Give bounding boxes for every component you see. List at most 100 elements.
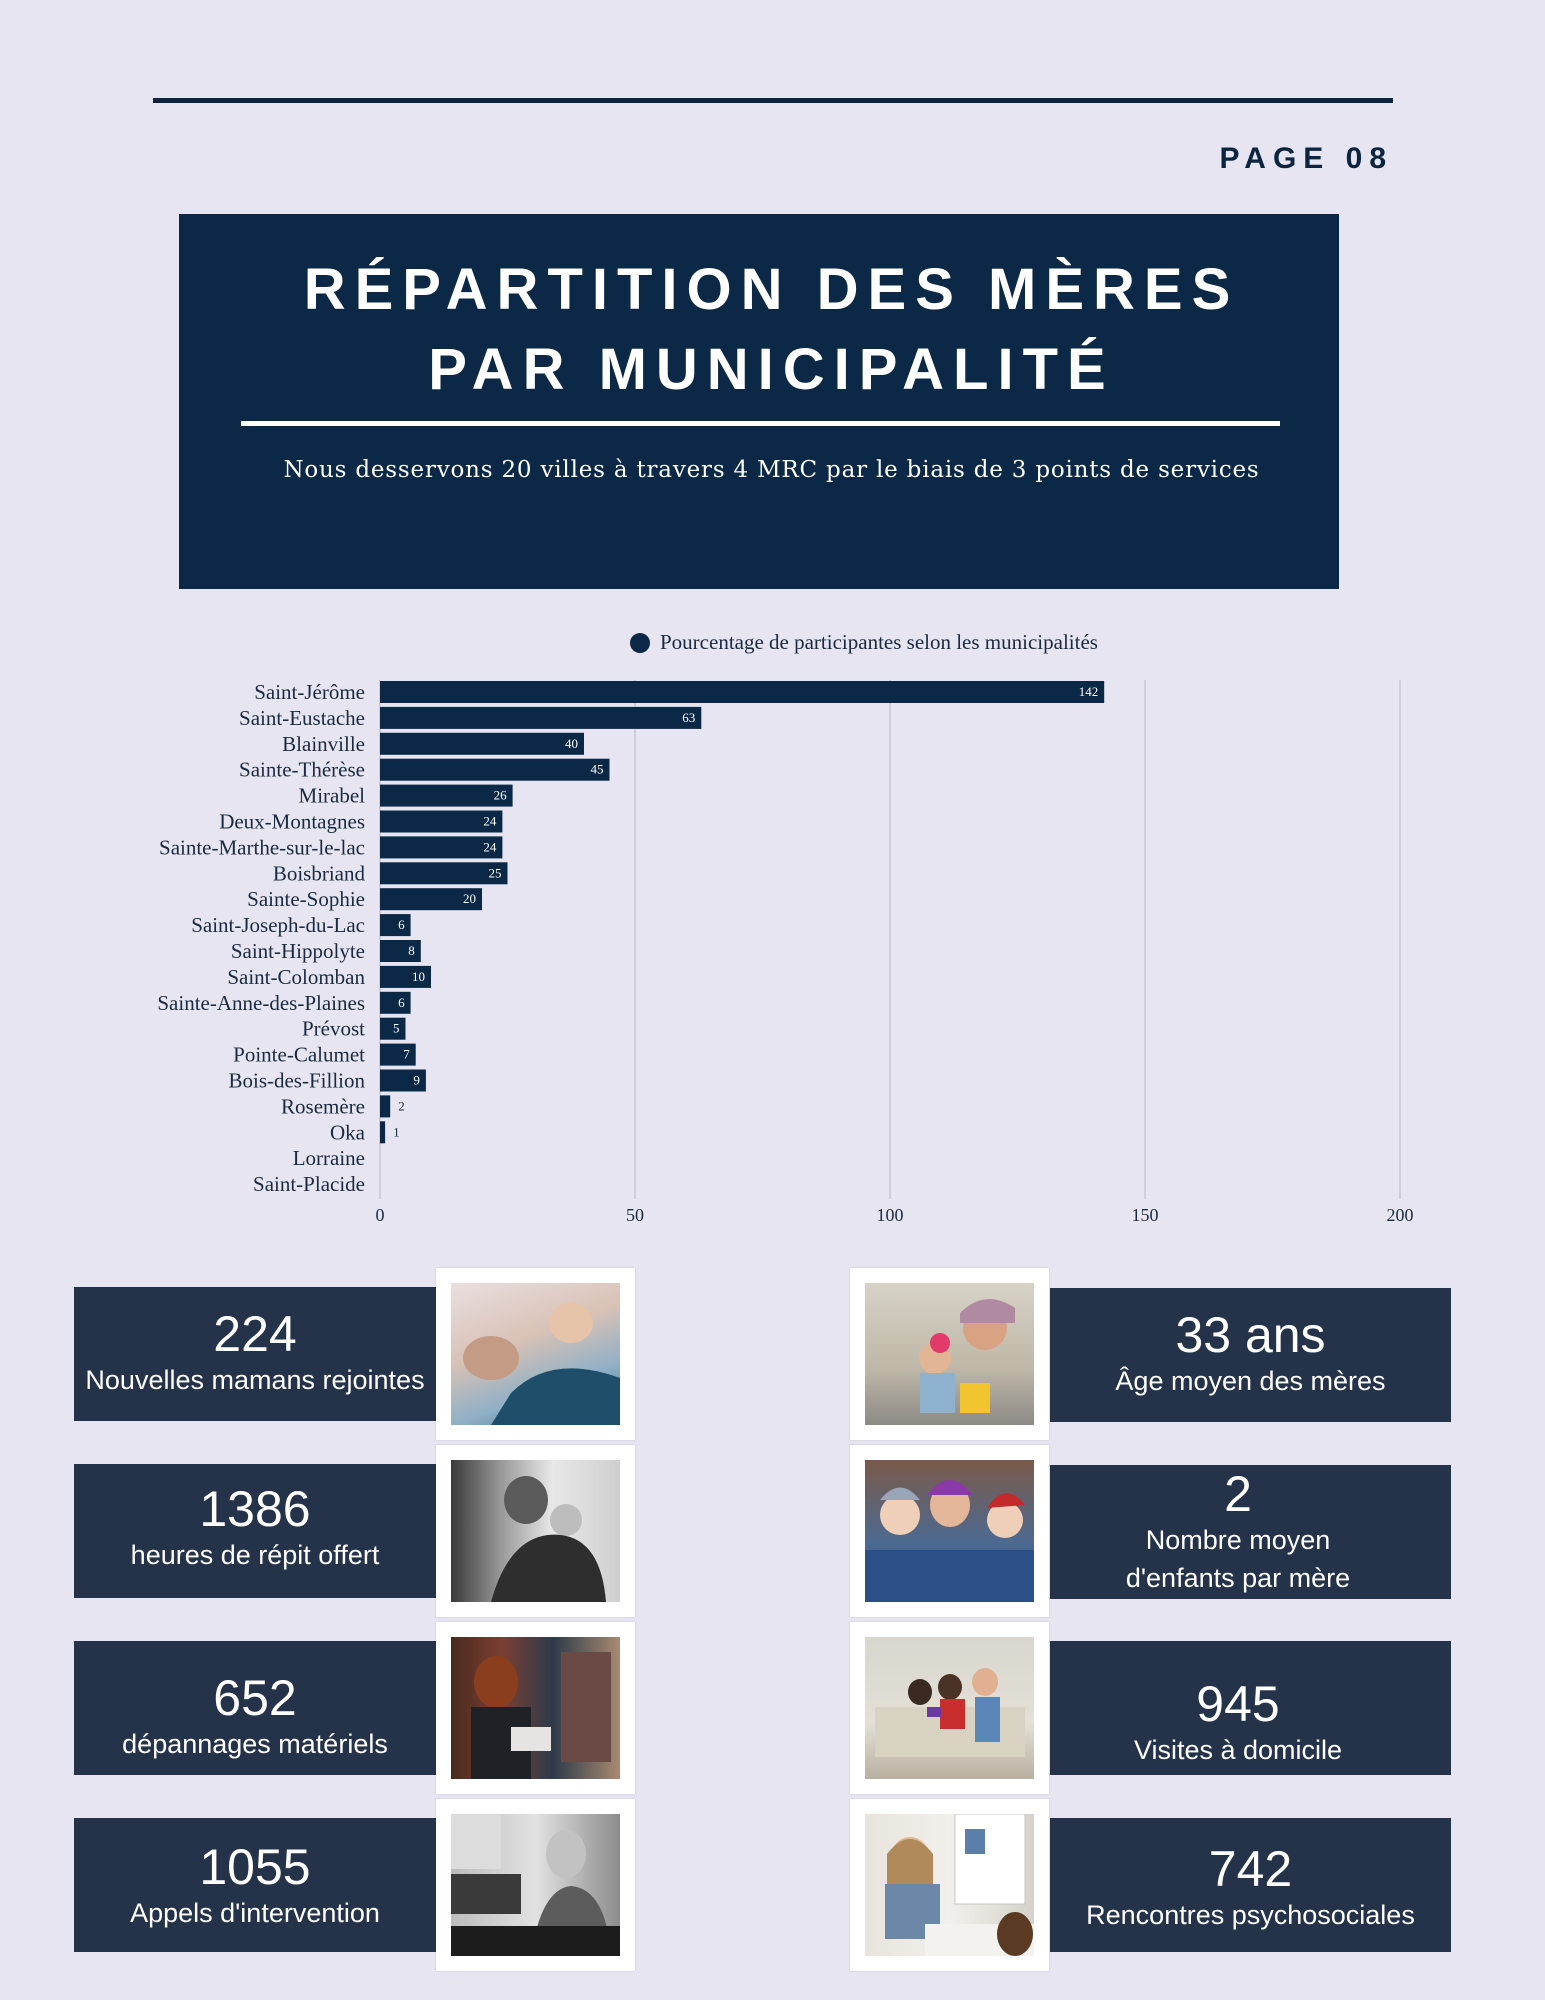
category-label: Saint-Hippolyte [231, 939, 365, 963]
stat-card-psychosocial-meetings: 742 Rencontres psychosociales [1050, 1818, 1451, 1952]
bar [380, 965, 431, 988]
bar [380, 836, 503, 859]
data-label: 7 [403, 1047, 410, 1062]
banner-subtitle: Nous desservons 20 villes à travers 4 MR… [283, 457, 1260, 483]
chart-legend: Pourcentage de participantes selon les m… [630, 630, 1098, 655]
photo-illustration [865, 1480, 1034, 1602]
bar [380, 1017, 406, 1040]
photo-mother-baby [436, 1268, 635, 1440]
stat-value: 945 [1196, 1676, 1280, 1732]
stat-label: Âge moyen des mères [1115, 1366, 1386, 1396]
category-label: Saint-Colomban [227, 965, 365, 989]
data-label: 20 [463, 891, 476, 906]
stat-value: 742 [1208, 1841, 1293, 1897]
category-label: Sainte-Marthe-sur-le-lac [159, 835, 365, 859]
photo-illustration [885, 1814, 1034, 1956]
page-title-line-1: RÉPARTITION DES MÈRES [303, 257, 1240, 322]
bar [380, 758, 610, 781]
stat-label: heures de répit offert [130, 1540, 380, 1570]
category-label: Pointe-Calumet [233, 1043, 365, 1067]
page-title-line-2: PAR MUNICIPALITÉ [428, 337, 1115, 402]
category-label: Deux-Montagnes [219, 810, 365, 834]
stat-value: 33 ans [1175, 1307, 1326, 1363]
page-title: RÉPARTITION DES MÈRES PAR MUNICIPALITÉ [179, 250, 1339, 410]
data-label: 26 [494, 788, 508, 803]
bar [380, 940, 421, 962]
bar [380, 1095, 391, 1118]
category-label: Prévost [302, 1017, 365, 1041]
data-label: 1 [393, 1124, 400, 1139]
stat-label: Nouvelles mamans rejointes [85, 1365, 425, 1395]
photo-illustration [491, 1476, 606, 1602]
x-tick-label: 200 [1387, 1205, 1414, 1225]
category-label: Lorraine [293, 1146, 365, 1170]
stat-value: 1055 [199, 1839, 311, 1895]
category-label: Saint-Placide [253, 1172, 365, 1196]
bar [380, 1121, 386, 1144]
x-tick-label: 150 [1132, 1205, 1159, 1225]
bar [380, 706, 702, 729]
data-label: 25 [489, 865, 502, 880]
bar [380, 1069, 426, 1092]
stat-label: Visites à domicile [1133, 1735, 1343, 1765]
stat-label: Nombre moyen [1145, 1525, 1331, 1555]
data-label: 6 [398, 917, 405, 932]
bar [380, 810, 503, 833]
stat-label: Rencontres psychosociales [1086, 1900, 1415, 1930]
category-label: Saint-Joseph-du-Lac [191, 913, 365, 937]
category-label: Saint-Jérôme [254, 680, 365, 704]
legend-dot-icon [630, 632, 650, 653]
bar [380, 991, 411, 1014]
bar [380, 784, 513, 807]
bar [380, 732, 584, 755]
bar [380, 862, 508, 885]
stat-card-material-help: 652 dépannages matériels [74, 1641, 436, 1775]
stat-label-line-2: d'enfants par mère [1125, 1563, 1351, 1593]
photo-mother-toddler-play [850, 1268, 1049, 1440]
stat-card-home-visits: 945 Visites à domicile [1050, 1641, 1451, 1775]
photo-illustration [875, 1668, 1025, 1757]
stat-value: 224 [213, 1306, 297, 1362]
bar [380, 1043, 416, 1066]
photo-psychosocial-meeting [850, 1799, 1049, 1971]
photo-illustration [463, 1303, 620, 1425]
stat-card-intervention-calls: 1055 Appels d'intervention [74, 1818, 436, 1952]
category-label: Saint-Eustache [239, 706, 365, 730]
data-label: 10 [412, 969, 425, 984]
data-label: 9 [413, 1073, 420, 1088]
stat-label: Appels d'intervention [130, 1898, 380, 1928]
category-label: Boisbriand [273, 861, 366, 885]
data-label: 5 [393, 1021, 400, 1036]
stat-card-average-age: 33 ans Âge moyen des mères [1050, 1288, 1451, 1422]
data-label: 142 [1079, 684, 1099, 699]
data-label: 8 [408, 943, 415, 958]
municipality-bar-chart: 0 50 100 150 200 Saint-Jérôme 142 Saint-Eustach… [157, 680, 1414, 1225]
bar [380, 888, 482, 911]
category-label: Oka [330, 1120, 366, 1144]
category-label: Blainville [282, 732, 365, 756]
title-banner: RÉPARTITION DES MÈRES PAR MUNICIPALITÉ N… [179, 214, 1339, 589]
x-tick-label: 100 [877, 1205, 904, 1225]
stat-value: 1386 [199, 1481, 311, 1537]
photo-illustration [919, 1299, 1015, 1413]
photo-illustration [451, 1814, 620, 1956]
data-label: 2 [398, 1098, 405, 1113]
stat-card-average-children: 2 Nombre moyen d'enfants par mère [1050, 1465, 1451, 1599]
stat-value: 2 [1224, 1466, 1252, 1522]
category-label: Sainte-Anne-des-Plaines [157, 991, 365, 1015]
page-number: PAGE 08 [1219, 142, 1393, 175]
data-label: 24 [483, 814, 497, 829]
photo-respite-care [436, 1445, 635, 1617]
x-tick-label: 50 [626, 1205, 644, 1225]
category-label: Sainte-Thérèse [239, 758, 365, 782]
x-tick-label: 0 [376, 1205, 385, 1225]
bar [380, 681, 1105, 703]
data-label: 45 [591, 762, 604, 777]
photo-mother-two-children [850, 1445, 1049, 1617]
photo-clothing-donations [436, 1622, 635, 1794]
stat-card-new-mothers: 224 Nouvelles mamans rejointes [74, 1287, 436, 1421]
bar [380, 914, 411, 937]
category-label: Mirabel [299, 784, 366, 808]
data-label: 6 [398, 995, 405, 1010]
category-label: Rosemère [281, 1094, 365, 1118]
